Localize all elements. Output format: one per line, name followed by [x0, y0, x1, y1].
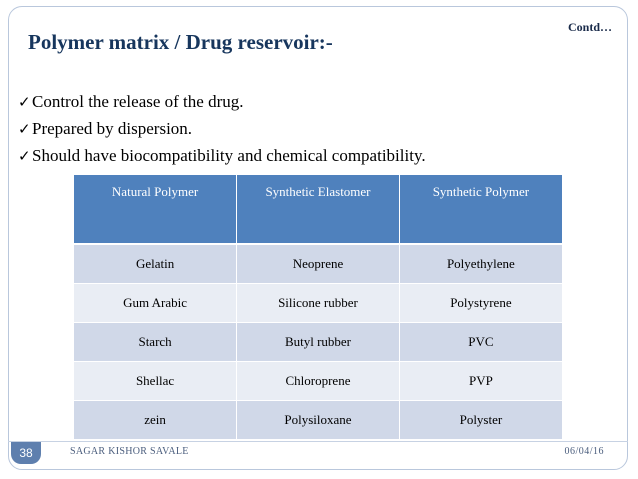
checkmark-icon: ✓: [18, 149, 31, 165]
bullet-text: Should have biocompatibility and chemica…: [32, 146, 426, 165]
column-header: Natural Polymer: [74, 175, 238, 245]
table-cell: Polystyrene: [399, 283, 562, 323]
bullet-item: ✓Should have biocompatibility and chemic…: [18, 143, 426, 170]
checkmark-icon: ✓: [18, 95, 31, 111]
bullet-text: Prepared by dispersion.: [32, 119, 193, 138]
page-number-badge: 38: [11, 442, 41, 464]
footer-divider: [8, 441, 628, 442]
table-cell: PVC: [399, 322, 562, 362]
column-header: Synthetic Elastomer: [236, 175, 400, 245]
footer-date: 06/04/16: [564, 446, 604, 457]
polymer-table: Natural Polymer Synthetic Elastomer Synt…: [74, 175, 562, 440]
table-cell: Gelatin: [74, 244, 238, 284]
table-cell: Butyl rubber: [236, 322, 400, 362]
table-cell: Starch: [74, 322, 238, 362]
bullet-text: Control the release of the drug.: [32, 92, 244, 111]
slide-title: Polymer matrix / Drug reservoir:-: [28, 30, 333, 54]
table-header-row: Natural Polymer Synthetic Elastomer Synt…: [74, 175, 562, 245]
checkmark-icon: ✓: [18, 122, 31, 138]
table-cell: Chloroprene: [236, 361, 400, 401]
table-cell: PVP: [399, 361, 562, 401]
table-row: Shellac Chloroprene PVP: [74, 361, 562, 401]
table-cell: Shellac: [74, 361, 238, 401]
contd-label: Contd…: [567, 20, 612, 34]
table-row: Starch Butyl rubber PVC: [74, 322, 562, 362]
bullet-item: ✓Control the release of the drug.: [18, 89, 426, 116]
table-cell: Polysiloxane: [236, 400, 400, 440]
table-cell: zein: [74, 400, 238, 440]
column-header: Synthetic Polymer: [399, 175, 562, 245]
table-cell: Silicone rubber: [236, 283, 400, 323]
bullet-item: ✓Prepared by dispersion.: [18, 116, 426, 143]
table-cell: Gum Arabic: [74, 283, 238, 323]
table-cell: Polyster: [399, 400, 562, 440]
bullet-list: ✓Control the release of the drug. ✓Prepa…: [18, 89, 426, 170]
footer-author: SAGAR KISHOR SAVALE: [70, 446, 189, 457]
table-cell: Neoprene: [236, 244, 400, 284]
table-cell: Polyethylene: [399, 244, 562, 284]
slide-frame: [8, 6, 628, 470]
table-row: Gum Arabic Silicone rubber Polystyrene: [74, 283, 562, 323]
table-row: Gelatin Neoprene Polyethylene: [74, 244, 562, 284]
table-row: zein Polysiloxane Polyster: [74, 400, 562, 440]
